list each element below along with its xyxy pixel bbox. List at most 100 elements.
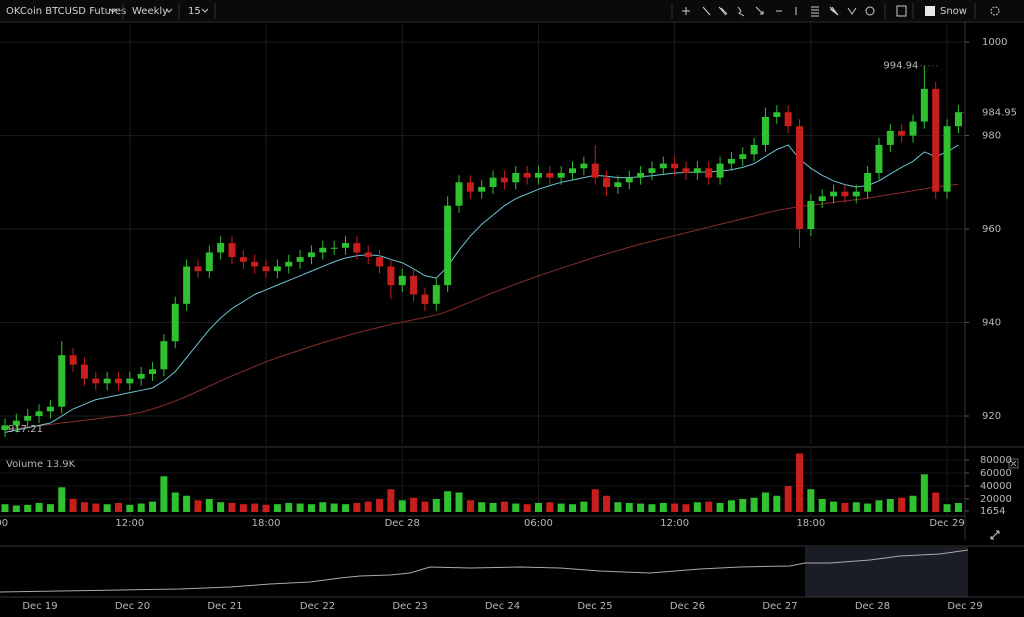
- candle-body: [353, 243, 361, 253]
- pitchfork-tool[interactable]: [737, 6, 745, 17]
- toolbar: OKCoin BTCUSD Futures Weekly 15 Snow: [0, 0, 1024, 22]
- volume-bar: [875, 500, 883, 512]
- candle-body: [114, 378, 122, 384]
- candle-body: [943, 126, 951, 192]
- volume-bar: [954, 502, 962, 512]
- close-pane-button[interactable]: [1008, 458, 1019, 469]
- volume-bar: [614, 502, 622, 512]
- candle-body: [489, 177, 497, 187]
- fan-tool[interactable]: [829, 6, 839, 16]
- volume-bar: [194, 500, 202, 512]
- range[interactable]: Weekly: [132, 6, 168, 17]
- candle-body: [932, 88, 940, 192]
- candle-body: [705, 168, 713, 178]
- interval[interactable]: 15: [188, 6, 201, 17]
- volume-tick-label: 40000: [980, 481, 1012, 492]
- y-tick-label: 960: [982, 224, 1001, 235]
- x-tick-label: 18:00: [252, 518, 281, 529]
- candle-body: [251, 261, 259, 267]
- candle-body: [342, 243, 350, 248]
- settings-button[interactable]: [990, 6, 1000, 16]
- navigator-label: Dec 27: [762, 601, 797, 612]
- candle-body: [682, 168, 690, 173]
- fib-tool[interactable]: [811, 6, 819, 17]
- arrow-tool[interactable]: [755, 6, 764, 15]
- candle-body: [841, 191, 849, 197]
- candle-body: [137, 373, 145, 379]
- candle-body: [92, 378, 100, 384]
- volume-bar: [466, 500, 474, 512]
- candle-body: [500, 177, 508, 183]
- theme-label[interactable]: Snow: [940, 6, 967, 17]
- candle-body: [773, 112, 781, 117]
- candle-body: [69, 355, 77, 365]
- volume-bar: [262, 504, 270, 512]
- volume-bar: [46, 504, 54, 512]
- crosshair-tool[interactable]: [682, 7, 690, 15]
- theme-checkbox[interactable]: [925, 6, 935, 16]
- gann-tool[interactable]: [847, 7, 857, 15]
- candle-body: [432, 285, 440, 304]
- volume-bar: [591, 489, 599, 512]
- symbol[interactable]: OKCoin BTCUSD Futures: [6, 6, 126, 17]
- fullscreen-button[interactable]: [990, 530, 1000, 540]
- volume-bar: [886, 499, 894, 512]
- candle-body: [659, 163, 667, 169]
- drawing-tools[interactable]: [682, 6, 875, 17]
- x-tick-label: 12:00: [660, 518, 689, 529]
- candle-body: [580, 163, 588, 169]
- candle-body: [716, 163, 724, 178]
- last-price-label: 984.95: [982, 107, 1017, 118]
- candle-body: [920, 88, 928, 122]
- volume-bar: [171, 492, 179, 512]
- navigator-line: [0, 549, 969, 593]
- trendline-tool[interactable]: [702, 6, 711, 16]
- volume-bar: [183, 495, 191, 512]
- candle-body: [12, 420, 20, 426]
- candle-body: [285, 261, 293, 267]
- navigator-label: Dec 20: [115, 601, 150, 612]
- candle-body: [183, 266, 191, 304]
- volume-bar: [841, 502, 849, 512]
- volume-bar: [387, 489, 395, 512]
- candle-body: [455, 182, 463, 206]
- volume-label: Volume: [6, 459, 43, 470]
- candle-body: [228, 243, 236, 258]
- candle-body: [46, 406, 54, 412]
- navigator-label: Dec 25: [577, 601, 612, 612]
- volume-bar: [24, 504, 32, 512]
- candle-body: [194, 266, 202, 272]
- candle-body: [898, 130, 906, 136]
- volume-bar: [1, 504, 9, 512]
- candle-body: [807, 201, 815, 230]
- y-tick-label: 920: [982, 411, 1001, 422]
- candle-body: [954, 112, 962, 127]
- volume-bar: [217, 502, 225, 512]
- volume-bar: [444, 491, 452, 512]
- volume-bar: [58, 487, 66, 512]
- navigator-window[interactable]: [805, 547, 968, 597]
- volume-bar: [228, 502, 236, 512]
- channel-tool[interactable]: [718, 6, 728, 16]
- candle-body: [319, 247, 327, 253]
- shape-tool[interactable]: [865, 6, 875, 16]
- volume-bar: [353, 502, 361, 512]
- candle-body: [387, 266, 395, 286]
- candle-body: [296, 257, 304, 262]
- volume-bar: [251, 503, 259, 512]
- volume-bar: [739, 499, 747, 512]
- volume-bar: [398, 500, 406, 512]
- indicator-button[interactable]: [896, 5, 907, 17]
- volume-bar: [727, 500, 735, 512]
- volume-bar: [580, 501, 588, 512]
- volume-bar: [512, 503, 520, 512]
- volume-title: Volume 13.9K: [6, 459, 76, 470]
- close-icon: [1010, 460, 1017, 467]
- candle-body: [217, 243, 225, 253]
- candle-body: [875, 144, 883, 173]
- volume-bar: [546, 502, 554, 512]
- volume-bar: [319, 502, 327, 512]
- candle-body: [126, 378, 134, 384]
- candle-body: [727, 158, 735, 164]
- candle-body: [534, 172, 542, 178]
